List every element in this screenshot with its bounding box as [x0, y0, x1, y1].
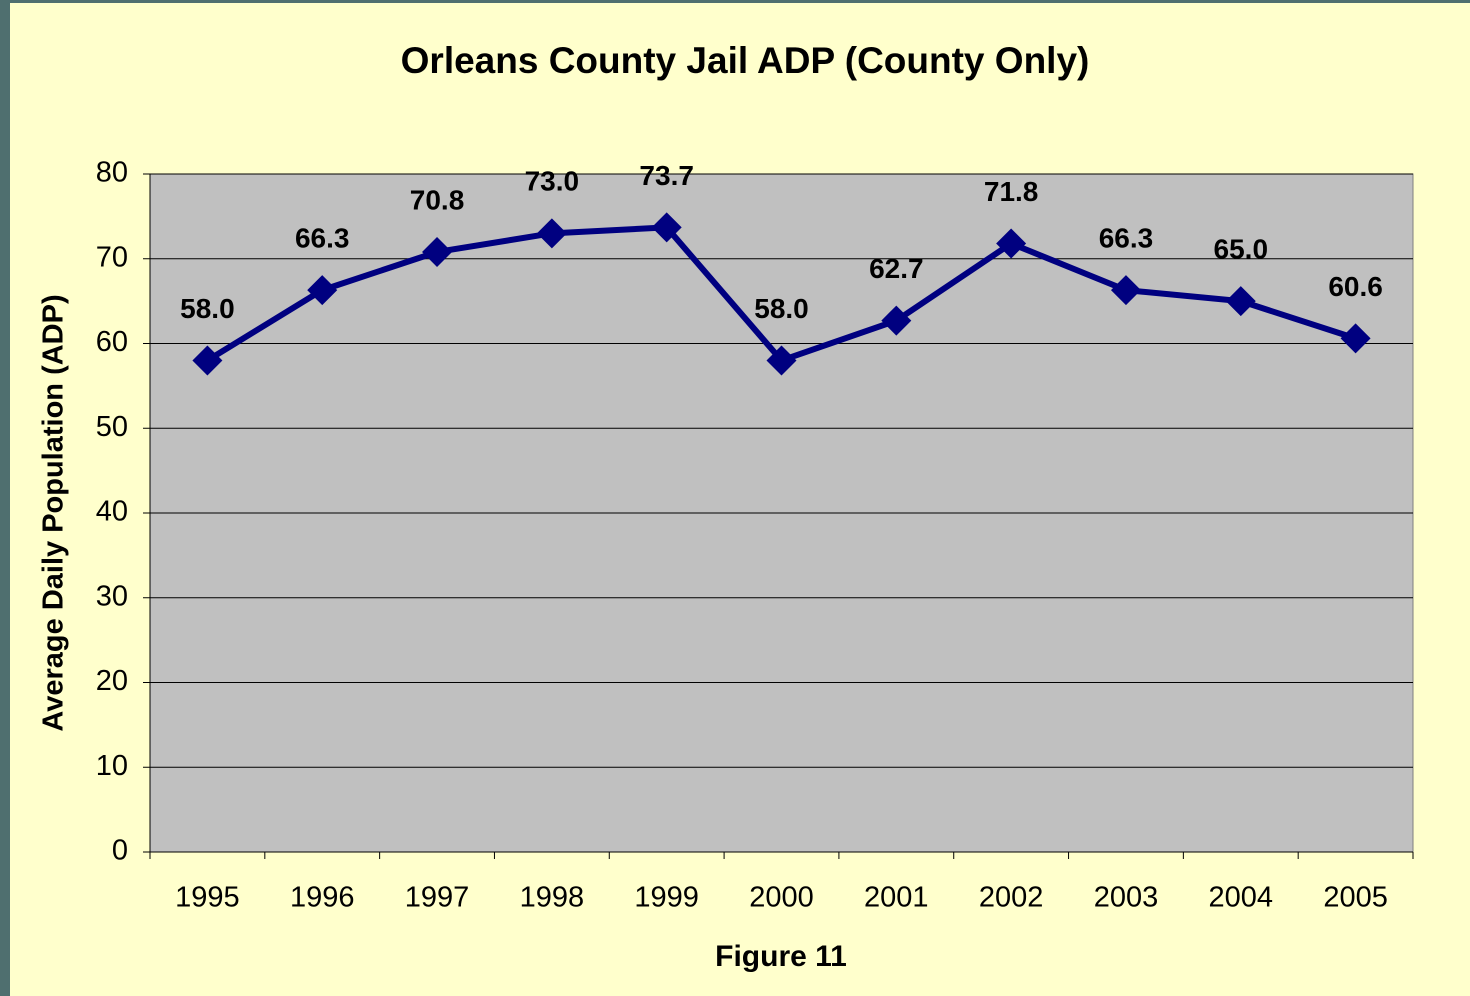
x-tick-label: 2001	[864, 882, 929, 914]
x-axis-title: Figure 11	[715, 940, 847, 973]
data-marker	[996, 228, 1027, 259]
data-label: 73.7	[639, 160, 694, 191]
data-label: 71.8	[984, 176, 1039, 207]
data-label: 70.8	[410, 184, 465, 215]
data-label: 66.3	[1099, 222, 1154, 253]
data-label: 66.3	[295, 222, 350, 253]
x-tick-label: 2000	[749, 882, 814, 914]
y-tick-label: 80	[96, 157, 128, 189]
x-tick-label: 1995	[175, 882, 240, 914]
data-marker	[422, 236, 453, 267]
data-label: 65.0	[1214, 234, 1269, 265]
data-marker	[881, 305, 912, 336]
x-tick-label: 2004	[1209, 882, 1274, 914]
x-tick-label: 1998	[520, 882, 585, 914]
x-tick-label: 1997	[405, 882, 470, 914]
data-marker	[766, 345, 797, 376]
y-tick-label: 50	[96, 411, 128, 443]
data-marker	[536, 218, 567, 249]
data-marker	[1225, 286, 1256, 317]
data-label: 62.7	[869, 253, 924, 284]
x-tick-label: 2002	[979, 882, 1044, 914]
y-tick-label: 30	[96, 580, 128, 612]
y-tick-label: 70	[96, 241, 128, 273]
data-label: 60.6	[1328, 271, 1383, 302]
y-tick-label: 60	[96, 326, 128, 358]
data-marker	[192, 345, 223, 376]
data-label: 58.0	[754, 293, 809, 324]
data-marker	[307, 275, 338, 306]
data-marker	[1110, 275, 1141, 306]
y-tick-label: 0	[112, 835, 128, 867]
data-label: 73.0	[525, 166, 580, 197]
x-tick-label: 2003	[1094, 882, 1159, 914]
x-tick-label: 2005	[1323, 882, 1388, 914]
data-label: 58.0	[180, 293, 235, 324]
x-tick-label: 1996	[290, 882, 355, 914]
data-marker	[1340, 323, 1371, 354]
y-tick-label: 20	[96, 665, 128, 697]
data-marker	[651, 212, 682, 243]
x-tick-label: 1999	[634, 882, 699, 914]
y-tick-label: 40	[96, 496, 128, 528]
chart-title: Orleans County Jail ADP (County Only)	[401, 40, 1090, 81]
y-tick-label: 10	[96, 750, 128, 782]
y-axis-title: Average Daily Population (ADP)	[38, 294, 70, 731]
